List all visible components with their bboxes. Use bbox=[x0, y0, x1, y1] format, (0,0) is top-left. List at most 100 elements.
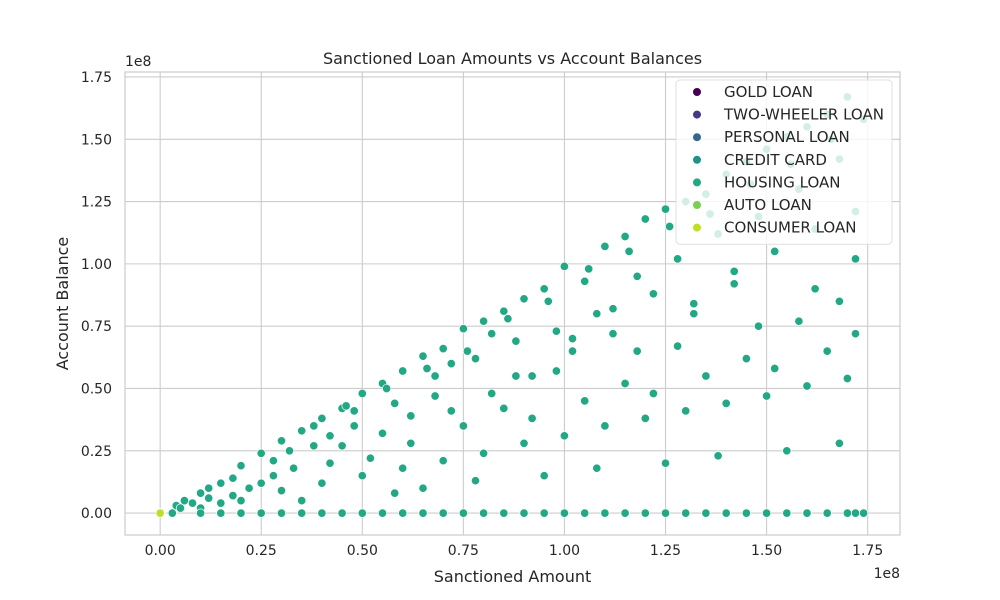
data-point bbox=[632, 346, 642, 356]
data-point bbox=[228, 473, 238, 483]
data-point bbox=[770, 246, 780, 256]
data-point bbox=[228, 491, 238, 501]
data-point bbox=[297, 496, 307, 506]
y-tick-label: 0.75 bbox=[81, 319, 112, 335]
data-point bbox=[309, 441, 319, 451]
data-point bbox=[479, 508, 489, 518]
data-point bbox=[741, 508, 751, 518]
data-point bbox=[458, 508, 468, 518]
data-point bbox=[406, 438, 416, 448]
data-point bbox=[377, 428, 388, 438]
data-point bbox=[834, 438, 844, 448]
data-point bbox=[551, 366, 561, 376]
y-axis-offset-text: 1e8 bbox=[125, 54, 151, 70]
data-point bbox=[527, 371, 537, 381]
data-point bbox=[713, 451, 723, 461]
data-point bbox=[539, 471, 549, 481]
data-point bbox=[640, 413, 650, 423]
legend-label: GOLD LOAN bbox=[724, 83, 813, 101]
data-point bbox=[382, 383, 392, 394]
data-point bbox=[822, 508, 832, 518]
data-point bbox=[268, 456, 278, 466]
data-point bbox=[673, 341, 683, 351]
data-point bbox=[458, 421, 468, 431]
data-point bbox=[842, 508, 852, 518]
data-point bbox=[216, 478, 226, 488]
data-point bbox=[632, 271, 642, 281]
legend-marker bbox=[693, 201, 701, 209]
data-point bbox=[511, 371, 521, 381]
data-point bbox=[204, 493, 214, 503]
data-point bbox=[438, 508, 448, 518]
data-point bbox=[689, 309, 699, 319]
x-tick-label: 0.75 bbox=[448, 543, 479, 559]
x-tick-label: 1.25 bbox=[650, 543, 681, 559]
data-point bbox=[309, 421, 319, 431]
data-point bbox=[418, 483, 428, 493]
data-point bbox=[511, 336, 521, 346]
legend-box bbox=[675, 79, 893, 245]
x-tick-label: 1.50 bbox=[751, 543, 782, 559]
data-point bbox=[276, 436, 287, 446]
data-point bbox=[256, 448, 266, 458]
data-point bbox=[584, 264, 594, 274]
data-point bbox=[349, 421, 359, 431]
data-point bbox=[559, 508, 569, 518]
data-point bbox=[600, 508, 610, 518]
data-point bbox=[479, 448, 489, 458]
x-axis-label: Sanctioned Amount bbox=[434, 567, 592, 586]
data-point bbox=[559, 261, 569, 271]
data-point bbox=[648, 388, 658, 399]
legend-marker bbox=[693, 223, 701, 232]
data-point bbox=[834, 296, 844, 306]
data-point bbox=[721, 508, 731, 518]
data-point bbox=[422, 363, 432, 374]
data-point bbox=[580, 396, 590, 406]
data-point bbox=[406, 411, 416, 421]
data-point bbox=[782, 508, 792, 518]
data-point bbox=[701, 508, 711, 518]
data-point bbox=[365, 453, 375, 463]
legend-label: CREDIT CARD bbox=[724, 151, 827, 169]
x-tick-label: 0.25 bbox=[246, 543, 277, 559]
data-point bbox=[762, 391, 772, 401]
data-point bbox=[357, 388, 367, 399]
data-point bbox=[648, 289, 658, 299]
data-point bbox=[341, 401, 351, 411]
grid: 0.00 0.25 0.50 0.75 1.00 1.25 1.50 1.75 0.00 0.25… bbox=[81, 70, 900, 559]
data-point bbox=[689, 299, 699, 309]
data-point bbox=[665, 221, 675, 232]
data-point bbox=[276, 508, 287, 518]
y-tick-label: 1.00 bbox=[81, 257, 112, 273]
data-point bbox=[204, 483, 214, 493]
data-point bbox=[567, 346, 578, 356]
data-point bbox=[770, 363, 780, 374]
data-point bbox=[753, 321, 764, 331]
data-point bbox=[470, 476, 481, 486]
x-tick-label: 1.75 bbox=[852, 543, 883, 559]
data-point bbox=[297, 426, 307, 436]
data-point bbox=[640, 214, 650, 224]
data-point bbox=[580, 508, 590, 518]
data-point bbox=[729, 279, 739, 289]
data-point bbox=[430, 391, 440, 401]
data-point bbox=[842, 373, 852, 384]
data-point bbox=[519, 438, 529, 448]
data-point bbox=[673, 254, 683, 264]
axes bbox=[124, 71, 901, 536]
data-point bbox=[325, 431, 335, 441]
data-point bbox=[325, 458, 335, 468]
data-point bbox=[802, 508, 812, 518]
legend-label: HOUSING LOAN bbox=[724, 173, 840, 191]
data-point bbox=[721, 398, 731, 408]
data-point bbox=[337, 441, 347, 451]
data-point bbox=[580, 276, 590, 286]
legend-label: CONSUMER LOAN bbox=[724, 219, 856, 237]
data-point bbox=[216, 508, 226, 518]
data-point bbox=[337, 508, 347, 518]
legend: GOLD LOAN TWO-WHEELER LOAN PERSONAL LOAN CR… bbox=[675, 79, 893, 245]
data-point bbox=[762, 508, 772, 518]
legend-marker bbox=[693, 133, 701, 142]
data-point bbox=[608, 329, 618, 339]
data-point bbox=[600, 421, 610, 431]
